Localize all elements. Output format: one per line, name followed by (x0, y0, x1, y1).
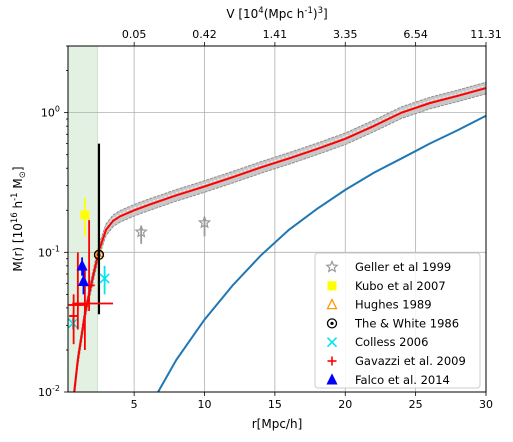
y-tick-label: 10-1 (38, 244, 60, 259)
legend-label: Gavazzi et al. 2009 (355, 354, 466, 368)
data-point-shape (197, 215, 212, 229)
series-1 (80, 197, 90, 237)
top-tick-label: 0.05 (122, 28, 147, 41)
legend-marker (326, 337, 338, 348)
legend: Geller et al 1999 Kubo et al 2007 Hughes 1… (314, 252, 481, 389)
x-tick-label: 5 (131, 398, 138, 411)
legend-label: Falco et al. 2014 (355, 373, 450, 387)
data-point-stroke (99, 273, 110, 284)
data-point (69, 311, 79, 321)
legend-marker (326, 298, 338, 310)
plot-area (68, 81, 486, 392)
top-tick-label: 0.42 (192, 28, 217, 41)
legend-marker-shape (325, 259, 339, 273)
model-curve-line (157, 114, 486, 392)
y-tick-label: 10-2 (38, 384, 60, 399)
data-point-shape (134, 224, 148, 238)
top-tick-label: 1.41 (263, 28, 288, 41)
legend-marker (327, 356, 337, 366)
legend-label: Colless 2006 (355, 335, 428, 349)
data-point (73, 300, 83, 310)
legend-label: Kubo et al 2007 (355, 279, 446, 293)
data-point (134, 224, 148, 238)
legend-marker-stroke (326, 337, 338, 348)
series-6 (76, 257, 90, 295)
legend-marker (326, 318, 338, 329)
top-tick-label: 3.35 (333, 28, 358, 41)
legend-marker-shape (327, 281, 337, 291)
data-point-shape (77, 274, 90, 286)
data-point (76, 259, 88, 271)
top-tick-label: 6.54 (403, 28, 428, 41)
legend-label: Geller et al 1999 (355, 260, 451, 274)
x-tick-label: 10 (198, 398, 212, 411)
axes-frame (67, 45, 487, 393)
data-point-shape (76, 259, 88, 271)
top-axis-label: V [104(Mpc h-1)3] (226, 6, 327, 21)
legend-box (314, 252, 481, 389)
series-0 (134, 215, 212, 244)
data-point (93, 249, 105, 260)
legend-marker (327, 281, 337, 291)
top-tick-label: 11.31 (470, 28, 502, 41)
legend-marker (325, 259, 339, 273)
data-point-dot (97, 253, 101, 257)
legend-label: Hughes 1989 (355, 298, 432, 312)
legend-label: The & White 1986 (354, 316, 459, 330)
legend-marker-shape (326, 318, 338, 329)
data-point (80, 210, 90, 220)
x-axis-label: r[Mpc/h] (252, 417, 303, 431)
legend-marker (326, 373, 338, 385)
series-3 (93, 143, 105, 315)
data-point (99, 273, 110, 284)
x-tick-label: 15 (268, 398, 282, 411)
data-point (77, 274, 90, 286)
x-tick-label: 30 (479, 398, 493, 411)
y-axis-label: M(r) [1016 h-1 M⊙] (10, 166, 28, 271)
data-point-shape (80, 210, 90, 220)
mass-profile-band (73, 81, 486, 392)
data-point-shape (93, 249, 105, 260)
x-tick-label: 20 (338, 398, 352, 411)
y-tick-label: 100 (41, 105, 60, 120)
data-point (80, 299, 90, 309)
x-tick-label: 25 (409, 398, 423, 411)
data-point (197, 215, 212, 229)
legend-marker-shape (326, 373, 338, 385)
legend-marker-shape (326, 298, 338, 310)
legend-marker-dot (330, 321, 334, 325)
